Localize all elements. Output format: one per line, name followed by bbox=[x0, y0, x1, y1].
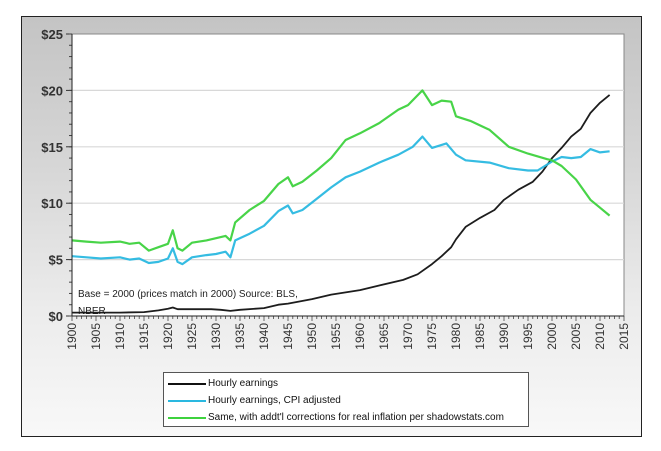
x-axis: 1900 1905 1910 1915 1920 1925 1930 1935 1940 1945… bbox=[65, 316, 631, 350]
x-tick-label: 1975 bbox=[425, 323, 439, 350]
x-tick-label: 1920 bbox=[161, 323, 175, 350]
y-axis: $0 $5 $10 $15 $20 $25 bbox=[41, 27, 72, 324]
x-tick-label: 2000 bbox=[545, 323, 559, 350]
series-line-2 bbox=[71, 89, 611, 252]
annotation-source: Base = 2000 (prices match in 2000) Sourc… bbox=[78, 289, 298, 300]
series-lines bbox=[71, 89, 611, 314]
legend-label-shadowstats: Same, with addt'l corrections for real i… bbox=[208, 412, 504, 423]
x-tick-label: 1930 bbox=[209, 323, 223, 350]
legend-swatch-cpi bbox=[168, 399, 206, 402]
y-tick-label: $20 bbox=[41, 83, 63, 98]
x-tick-label: 1900 bbox=[65, 323, 79, 350]
x-tick-label: 1995 bbox=[521, 323, 535, 350]
series-line-1 bbox=[71, 135, 610, 266]
legend-item: Same, with addt'l corrections for real i… bbox=[168, 409, 524, 426]
x-tick-label: 1905 bbox=[89, 323, 103, 350]
x-tick-label: 1960 bbox=[353, 323, 367, 350]
annotation-source-cont: NBER bbox=[78, 306, 106, 317]
legend: Hourly earnings Hourly earnings, CPI adj… bbox=[163, 372, 529, 427]
x-tick-label: 1950 bbox=[305, 323, 319, 350]
y-tick-label: $15 bbox=[41, 140, 63, 155]
x-tick-label: 1935 bbox=[233, 323, 247, 350]
x-tick-label: 1990 bbox=[497, 323, 511, 350]
legend-swatch-hourly bbox=[168, 382, 206, 385]
x-tick-label: 1980 bbox=[449, 323, 463, 350]
legend-item: Hourly earnings, CPI adjusted bbox=[168, 392, 524, 409]
legend-swatch-shadowstats bbox=[168, 416, 206, 419]
legend-label-cpi: Hourly earnings, CPI adjusted bbox=[208, 395, 341, 406]
x-tick-label: 1945 bbox=[281, 323, 295, 350]
x-tick-label: 1915 bbox=[137, 323, 151, 350]
x-tick-label: 1925 bbox=[185, 323, 199, 350]
x-tick-label: 1985 bbox=[473, 323, 487, 350]
legend-item: Hourly earnings bbox=[168, 375, 524, 392]
y-tick-label: $25 bbox=[41, 27, 63, 42]
x-tick-label: 1940 bbox=[257, 323, 271, 350]
y-tick-label: $5 bbox=[49, 253, 63, 268]
x-tick-label: 1955 bbox=[329, 323, 343, 350]
y-tick-label: $0 bbox=[49, 309, 63, 324]
x-tick-label: 2005 bbox=[569, 323, 583, 350]
x-tick-label: 2015 bbox=[617, 323, 631, 350]
y-tick-label: $10 bbox=[41, 196, 63, 211]
x-tick-label: 1970 bbox=[401, 323, 415, 350]
plot-area bbox=[71, 33, 625, 317]
x-tick-label: 2010 bbox=[593, 323, 607, 350]
legend-label-hourly: Hourly earnings bbox=[208, 378, 279, 389]
x-tick-label: 1965 bbox=[377, 323, 391, 350]
x-tick-label: 1910 bbox=[113, 323, 127, 350]
